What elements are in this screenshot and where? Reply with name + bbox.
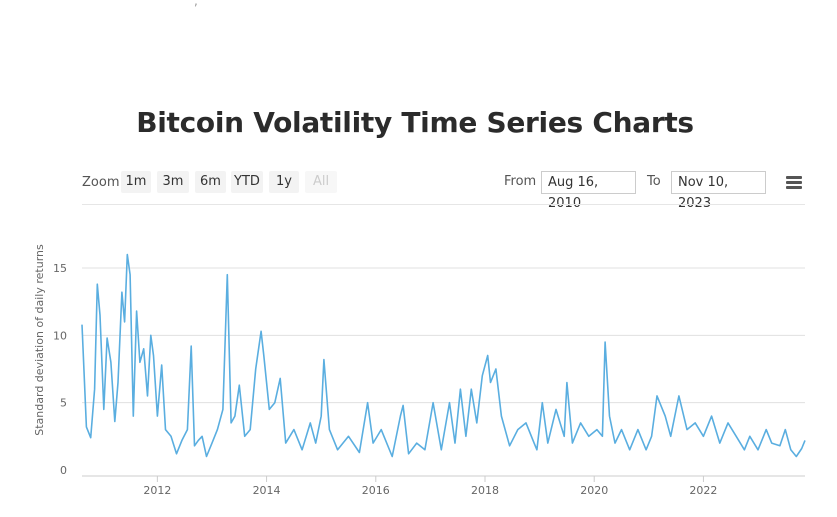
from-label: From [504,174,537,189]
zoom-label: Zoom [82,175,120,190]
x-tick-label-2012: 2012 [143,484,171,497]
x-tick-label-2020: 2020 [580,484,608,497]
series-line-volatility [81,253,806,458]
y-tick-label-0: 0 [60,464,67,477]
to-date-input[interactable]: Nov 10, 2023 [671,171,766,211]
zoom-all-button[interactable]: All [305,171,337,193]
hamburger-menu-icon[interactable] [786,176,802,190]
zoom-3m-button[interactable]: 3m [157,171,189,193]
from-date-input[interactable]: Aug 16, 2010 [541,171,636,211]
y-tick-label-15: 15 [53,262,67,275]
y-axis-label: Standard deviation of daily returns [33,244,46,436]
zoom-1m-button[interactable]: 1m [121,171,151,193]
grid-lines [82,267,805,477]
zoom-1y-button[interactable]: 1y [269,171,299,193]
x-tick-label-2022: 2022 [689,484,717,497]
top-fragment: , [194,0,198,8]
y-axis-ticks: 0 5 10 15 [53,262,67,477]
y-tick-label-10: 10 [53,329,67,342]
x-axis-ticks: 2012 2014 2016 2018 2020 2022 [143,476,717,497]
x-tick-label-2014: 2014 [253,484,281,497]
to-label: To [647,174,661,189]
y-tick-label-5: 5 [60,397,67,410]
zoom-ytd-button[interactable]: YTD [231,171,263,193]
x-tick-label-2016: 2016 [362,484,390,497]
zoom-6m-button[interactable]: 6m [195,171,226,193]
toolbar-divider [82,204,805,205]
chart-title: Bitcoin Volatility Time Series Charts [136,106,694,139]
x-tick-label-2018: 2018 [471,484,499,497]
